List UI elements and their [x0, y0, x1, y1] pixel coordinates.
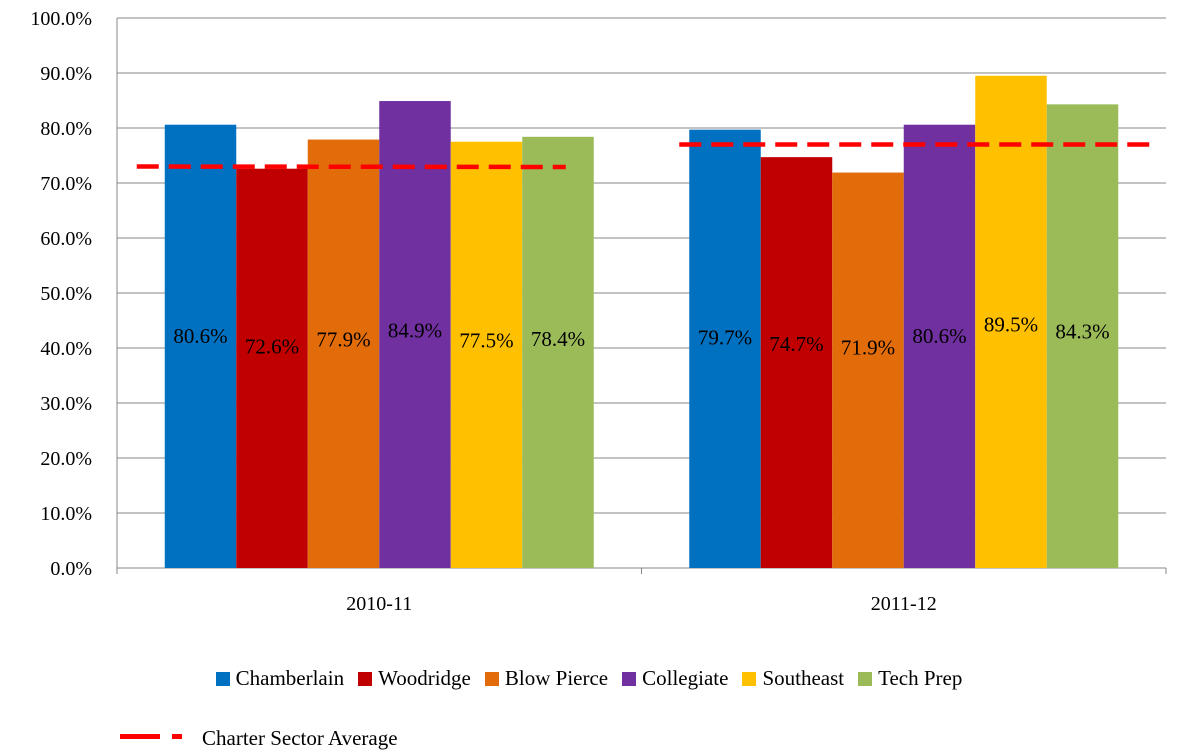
y-tick-label: 70.0% [40, 173, 92, 195]
bar-chart: 0.0% 10.0% 20.0% 30.0% 40.0% 50.0% 60.0% 70.0% 8… [30, 8, 1167, 615]
legend-label: Tech Prep [878, 666, 963, 690]
legend-label: Woodridge [378, 666, 471, 690]
legend-swatch [622, 671, 637, 686]
legend-label: Blow Pierce [504, 666, 609, 690]
data-label: 79.7% [698, 325, 752, 349]
data-label: 72.6% [245, 335, 299, 359]
bar-blow-pierce [832, 172, 904, 569]
y-tick-label: 60.0% [40, 228, 92, 250]
legend-swatch [742, 671, 757, 686]
bar-tech-prep [522, 136, 594, 569]
legend-label: Collegiate [642, 666, 729, 690]
bar-collegiate [379, 101, 451, 569]
x-tick-label: 2011-12 [871, 593, 937, 615]
y-tick-label: 80.0% [40, 118, 92, 140]
x-tick-label: 2010-11 [346, 593, 412, 615]
bar-blow-pierce [307, 139, 380, 569]
legend-item-blow-pierce: Blow Pierce [484, 666, 609, 691]
bar-southeast [975, 75, 1047, 568]
y-tick-label: 0.0% [50, 558, 92, 580]
legend-swatch [858, 671, 873, 686]
data-label: 84.9% [388, 319, 442, 343]
data-label: 77.5% [459, 328, 513, 352]
y-tick-label: 40.0% [40, 338, 92, 360]
legend-swatch [215, 671, 230, 686]
y-tick-label: 20.0% [40, 448, 92, 470]
bar-chamberlain [164, 124, 237, 568]
bar-chamberlain [689, 129, 761, 568]
y-tick-label: 30.0% [40, 393, 92, 415]
y-tick-label: 10.0% [40, 503, 92, 525]
bar-woodridge [760, 157, 833, 568]
dashed-line-swatch [120, 733, 196, 744]
legend-swatch [484, 671, 499, 686]
legend-label: Chamberlain [235, 666, 345, 690]
y-tick-label: 90.0% [40, 63, 92, 85]
y-tick-label: 100.0% [30, 8, 92, 30]
bar-woodridge [236, 168, 308, 568]
average-legend-item: Charter Sector Average [120, 726, 398, 751]
legend: Chamberlain Woodridge Blow Pierce Collegiat… [0, 666, 1178, 692]
bar-southeast [450, 141, 523, 568]
legend-swatch [358, 671, 373, 686]
legend-item-tech-prep: Tech Prep [858, 666, 962, 691]
data-label: 84.3% [1055, 319, 1109, 343]
legend-item-chamberlain: Chamberlain [215, 666, 345, 691]
bar-collegiate [903, 124, 976, 568]
y-tick-label: 50.0% [40, 283, 92, 305]
legend-item-southeast: Southeast [742, 666, 844, 691]
data-label: 89.5% [984, 313, 1038, 337]
data-label: 78.4% [531, 327, 585, 351]
legend-item-woodridge: Woodridge [358, 666, 471, 691]
data-label: 77.9% [316, 328, 370, 352]
data-label: 74.7% [769, 332, 823, 356]
legend-label: Southeast [762, 666, 845, 690]
average-legend-label: Charter Sector Average [202, 726, 398, 750]
data-label: 80.6% [173, 324, 227, 348]
average-line [136, 164, 566, 170]
data-label: 71.9% [841, 336, 895, 360]
data-label: 80.6% [912, 324, 966, 348]
legend-item-collegiate: Collegiate [622, 666, 728, 691]
bar-tech-prep [1046, 104, 1119, 568]
